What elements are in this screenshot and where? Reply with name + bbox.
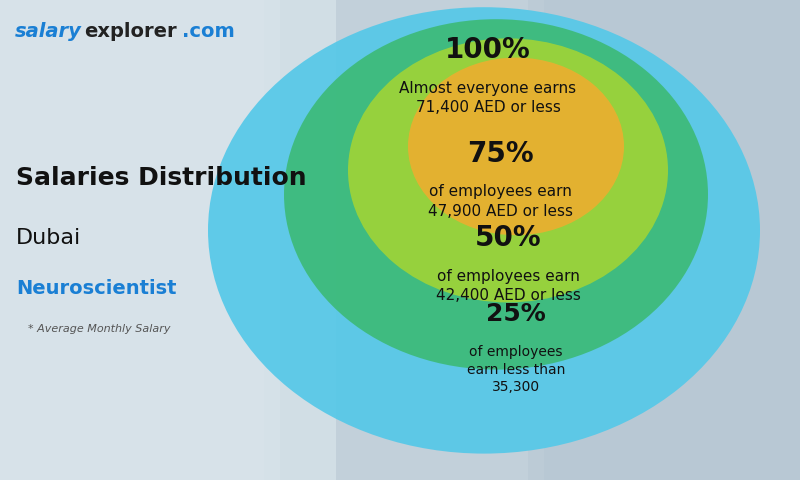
Text: explorer: explorer (84, 22, 177, 41)
Text: * Average Monthly Salary: * Average Monthly Salary (28, 324, 170, 334)
Text: .com: .com (182, 22, 235, 41)
Text: Salaries Distribution: Salaries Distribution (16, 166, 306, 190)
Text: of employees earn
42,400 AED or less: of employees earn 42,400 AED or less (435, 268, 581, 303)
FancyBboxPatch shape (0, 0, 336, 480)
Ellipse shape (408, 58, 624, 235)
Ellipse shape (348, 38, 668, 302)
FancyBboxPatch shape (0, 0, 280, 480)
Text: Dubai: Dubai (16, 228, 82, 248)
Text: 25%: 25% (486, 302, 546, 326)
Text: of employees earn
47,900 AED or less: of employees earn 47,900 AED or less (427, 184, 573, 219)
Text: 75%: 75% (466, 140, 534, 168)
Text: salary: salary (14, 22, 82, 41)
Text: Almost everyone earns
71,400 AED or less: Almost everyone earns 71,400 AED or less (399, 81, 577, 116)
Text: 50%: 50% (474, 224, 542, 252)
FancyBboxPatch shape (264, 0, 544, 480)
Ellipse shape (208, 7, 760, 454)
Ellipse shape (284, 19, 708, 370)
Text: Neuroscientist: Neuroscientist (16, 278, 177, 298)
Text: of employees
earn less than
35,300: of employees earn less than 35,300 (467, 345, 565, 395)
FancyBboxPatch shape (528, 0, 800, 480)
Text: 100%: 100% (445, 36, 531, 64)
